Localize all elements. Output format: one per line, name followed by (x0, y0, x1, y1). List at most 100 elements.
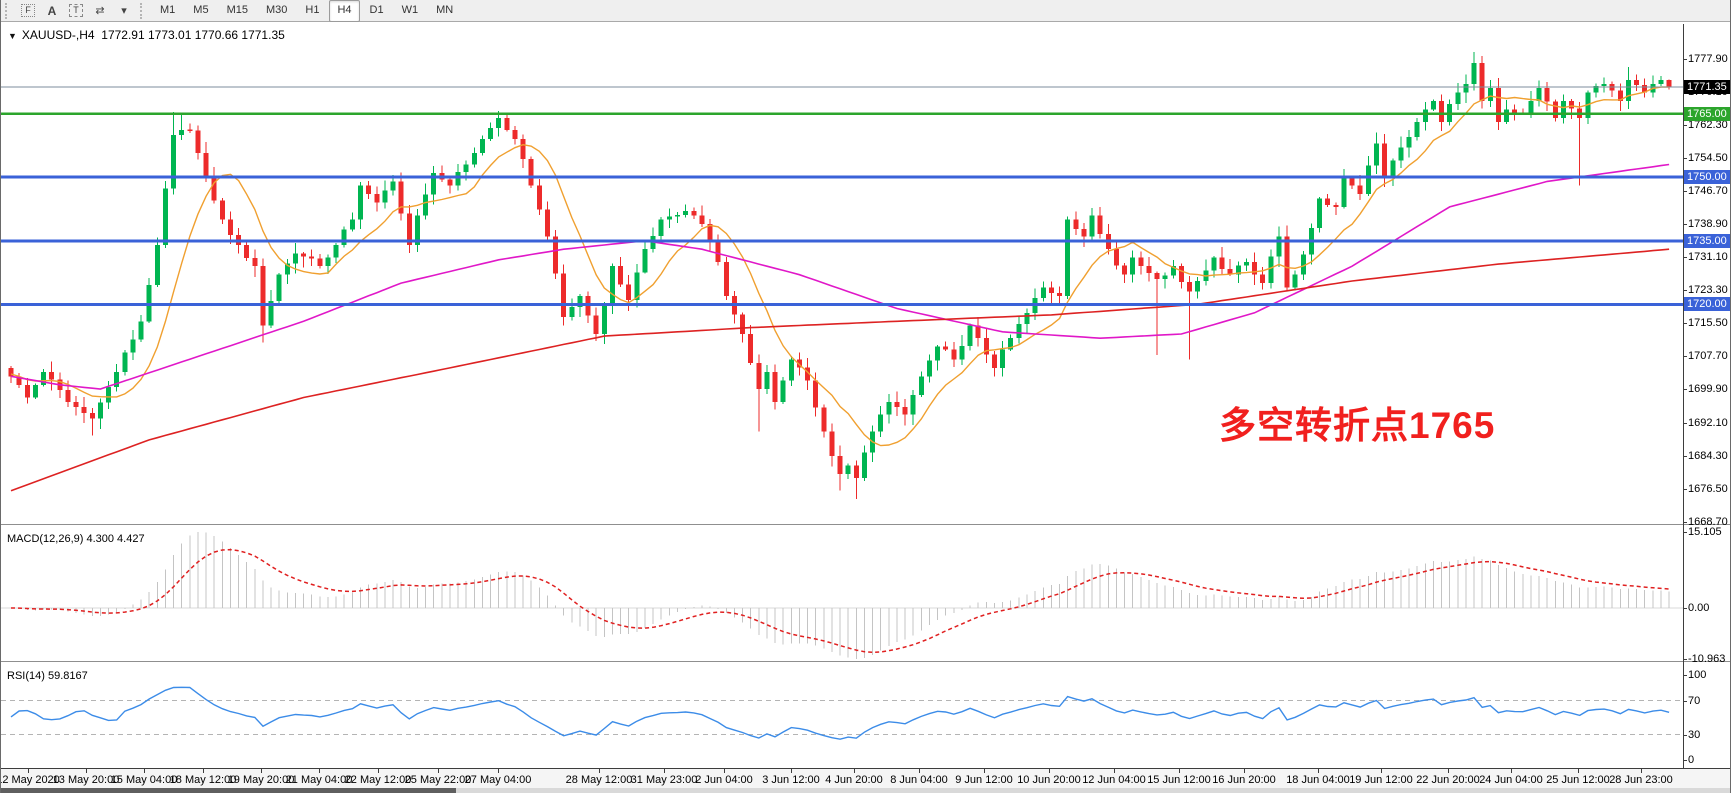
time-tick (319, 769, 320, 773)
time-tick (1049, 769, 1050, 773)
time-tick (1179, 769, 1180, 773)
time-axis-label: 10 Jun 20:00 (1017, 774, 1081, 786)
timeframe-button-m5[interactable]: M5 (193, 3, 209, 16)
price-axis-label: 1668.70 (1688, 515, 1728, 528)
objects-dropdown-icon[interactable]: ▾ (121, 5, 127, 17)
timeframe-button-m1[interactable]: M1 (160, 3, 176, 16)
price-axis-label: 1707.70 (1688, 350, 1728, 363)
time-axis-label: 9 Jun 12:00 (955, 774, 1013, 786)
time-tick (664, 769, 665, 773)
rsi-axis-label: 0 (1688, 754, 1695, 766)
price-tick (1683, 608, 1687, 609)
time-axis-label: 18 May 12:00 (169, 774, 237, 786)
price-chart-pane[interactable] (1, 22, 1683, 524)
time-axis-label: 2 Jun 04:00 (695, 774, 753, 786)
rsi-axis-label: 100 (1688, 669, 1707, 681)
time-tick (28, 769, 29, 773)
time-tick (144, 769, 145, 773)
price-tick (1683, 675, 1687, 676)
time-tick (599, 769, 600, 773)
text-label-icon[interactable]: T (66, 2, 86, 20)
price-axis-label: 1738.90 (1688, 218, 1728, 231)
time-axis-label: 4 Jun 20:00 (825, 774, 883, 786)
price-tick (1683, 389, 1687, 391)
price-axis-label: 1676.50 (1688, 482, 1728, 495)
time-axis-label: 25 May 22:00 (404, 774, 472, 786)
macd-label: MACD(12,26,9) 4.300 4.427 (7, 533, 145, 545)
price-tick (1683, 488, 1687, 490)
pane-separator[interactable] (1, 524, 1730, 525)
timeframe-button-h1[interactable]: H1 (305, 3, 320, 16)
time-tick (791, 769, 792, 773)
time-tick (438, 769, 439, 773)
time-axis-label: 13 May 20:00 (52, 774, 120, 786)
price-axis-label: 1731.10 (1688, 251, 1728, 264)
time-axis-label: 12 Jun 04:00 (1082, 774, 1146, 786)
current-price-box: 1771.35 (1684, 79, 1730, 94)
price-tick (1683, 532, 1687, 533)
timeframe-button-d1[interactable]: D1 (369, 3, 384, 16)
time-tick (86, 769, 87, 773)
price-tick (1683, 59, 1687, 60)
timeframe-button-m15[interactable]: M15 (226, 3, 248, 16)
rsi-axis-label: 70 (1688, 694, 1701, 707)
chart-title-ohlc: 1772.91 1773.01 1770.66 1771.35 (101, 28, 285, 42)
price-axis-label: 1699.90 (1688, 383, 1728, 396)
rsi-pane[interactable] (1, 664, 1683, 768)
chart-window: 1777.901770.101762.301754.501746.701738.… (1, 22, 1730, 793)
objects-overlay-icon[interactable]: ⇄ (95, 5, 105, 17)
macd-pane[interactable] (1, 527, 1683, 661)
level-price-box: 1720.00 (1684, 297, 1730, 312)
macd-axis-label: 15.105 (1688, 526, 1722, 538)
price-tick (1683, 125, 1687, 127)
time-tick (203, 769, 204, 773)
price-tick (1683, 455, 1687, 457)
price-tick (1683, 257, 1687, 259)
time-tick (724, 769, 725, 773)
time-axis-label: 22 May 12:00 (344, 774, 412, 786)
time-tick (1511, 769, 1512, 773)
horizontal-scrollbar[interactable] (1, 788, 1730, 793)
toolbar-gripper[interactable] (140, 2, 147, 19)
price-axis-label: 1692.10 (1688, 416, 1728, 429)
timeframe-button-w1[interactable]: W1 (401, 3, 419, 16)
time-tick (1641, 769, 1642, 773)
price-tick (1683, 734, 1687, 736)
price-tick (1683, 158, 1687, 160)
timeframe-group: M1 M5 M15 M30 H1 H4 D1 W1 MN (151, 0, 462, 22)
time-axis-label: 15 Jun 12:00 (1147, 774, 1211, 786)
time-tick (854, 769, 855, 773)
grid-format-icon[interactable]: F (18, 2, 38, 20)
price-axis-label: 1684.30 (1688, 449, 1728, 462)
price-tick (1683, 191, 1687, 193)
level-price-box: 1750.00 (1684, 170, 1730, 185)
time-axis-label: 22 Jun 20:00 (1416, 774, 1480, 786)
timeframe-button-m30[interactable]: M30 (265, 3, 288, 16)
price-axis-label: 1754.50 (1688, 152, 1728, 165)
price-tick (1683, 760, 1687, 761)
price-axis-label: 1723.30 (1688, 284, 1728, 297)
price-tick (1683, 521, 1687, 523)
pane-separator[interactable] (1, 661, 1730, 662)
time-axis-label: 19 May 20:00 (227, 774, 295, 786)
time-axis-label: 21 May 04:00 (285, 774, 353, 786)
time-tick (378, 769, 379, 773)
chart-title-toggle-icon[interactable]: ▼ (8, 31, 17, 41)
font-icon[interactable]: A (47, 3, 57, 18)
toolbar-gripper[interactable] (5, 2, 12, 19)
h-scrollbar-thumb[interactable] (1, 788, 456, 793)
timeframe-button-mn[interactable]: MN (436, 3, 454, 16)
time-tick (1114, 769, 1115, 773)
rsi-label: RSI(14) 59.8167 (7, 670, 88, 682)
price-tick (1683, 290, 1687, 292)
timeframe-button-h4[interactable]: H4 (329, 0, 360, 22)
macd-axis-label: 0.00 (1688, 602, 1710, 614)
time-axis-label: 27 May 04:00 (464, 774, 532, 786)
price-axis-label: 1777.90 (1688, 53, 1728, 65)
price-axis-label: 1715.50 (1688, 317, 1728, 330)
annotation-text[interactable]: 多空转折点1765 (1219, 405, 1496, 446)
chart-title[interactable]: ▼ XAUUSD-,H4 1772.91 1773.01 1770.66 1771… (8, 28, 285, 42)
price-tick (1683, 659, 1687, 660)
time-tick (984, 769, 985, 773)
